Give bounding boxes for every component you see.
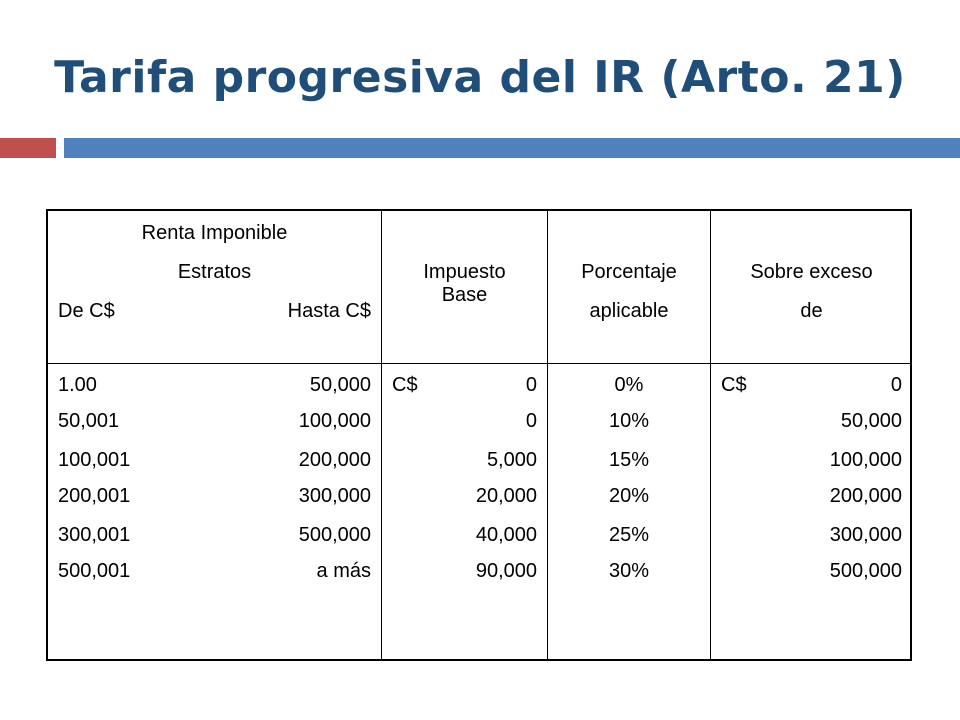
table-row: 200,001 300,000 [58, 485, 371, 508]
header-from-label: De C$ [58, 300, 115, 322]
base-value: 0 [525, 410, 537, 432]
title-accent-bar-red [0, 138, 56, 158]
table-row: 50,001 100,000 [58, 410, 371, 433]
header-label: Sobre exceso [750, 261, 873, 283]
to-value: 50,000 [309, 374, 371, 396]
header-impuesto-base: Impuesto Base [382, 211, 548, 364]
excess-value: 200,000 [829, 485, 902, 507]
table-row: 300,001 500,000 [58, 524, 371, 547]
to-value: 100,000 [298, 410, 371, 432]
excess-value: 50,000 [840, 410, 902, 432]
column-estratos: 1.00 50,000 50,001 100,000 100,001 200,000 … [48, 364, 382, 659]
excess-value: 300,000 [829, 524, 902, 546]
header-sobre-exceso: Sobre exceso de [711, 211, 912, 364]
base-value: 40,000 [475, 524, 537, 546]
header-label: aplicable [589, 300, 669, 322]
header-label: Renta Imponible [141, 222, 288, 244]
to-value: 200,000 [298, 449, 371, 471]
base-value: 90,000 [475, 560, 537, 582]
base-value: 20,000 [475, 485, 537, 507]
rate-value: 15% [608, 449, 650, 471]
from-value: 100,001 [58, 449, 131, 471]
to-value: 300,000 [298, 485, 371, 507]
column-sobre-exceso: C$ 0 50,000 100,000 200,000 300,000 500,0… [711, 364, 912, 659]
table-row: 1.00 50,000 [58, 374, 371, 397]
excess-value: 0 [890, 374, 902, 396]
excess-value: 100,000 [829, 449, 902, 471]
from-value: 50,001 [58, 410, 120, 432]
excess-value: 500,000 [829, 560, 902, 582]
from-value: 300,001 [58, 524, 131, 546]
tax-rate-table: Renta Imponible Estratos De C$ Hasta C$ … [46, 209, 912, 661]
from-value: 200,001 [58, 485, 131, 507]
header-porcentaje: Porcentaje aplicable [548, 211, 711, 364]
header-to-label: Hasta C$ [287, 300, 371, 322]
header-label: Impuesto [423, 261, 506, 283]
rate-value: 0% [614, 374, 644, 396]
header-label: Porcentaje [581, 261, 677, 283]
base-value: 5,000 [486, 449, 537, 471]
header-label: de [800, 300, 823, 322]
table-row: 100,001 200,000 [58, 449, 371, 472]
rate-value: 10% [608, 410, 650, 432]
currency-prefix: C$ [721, 374, 747, 396]
slide-title: Tarifa progresiva del IR (Arto. 21) [54, 52, 906, 103]
header-renta-imponible: Renta Imponible Estratos De C$ Hasta C$ [48, 211, 382, 364]
from-value: 1.00 [58, 374, 97, 396]
from-value: 500,001 [58, 560, 131, 582]
title-accent-bar-blue [64, 138, 960, 158]
to-value: 500,000 [298, 524, 371, 546]
rate-value: 20% [608, 485, 650, 507]
header-label: Base [441, 284, 488, 306]
to-value: a más [316, 560, 371, 582]
column-impuesto-base: C$ 0 0 5,000 20,000 40,000 90,000 [382, 364, 548, 659]
column-porcentaje: 0% 10% 15% 20% 25% 30% [548, 364, 711, 659]
header-label: Estratos [177, 261, 252, 283]
table-row: 500,001 a más [58, 560, 371, 583]
rate-value: 25% [608, 524, 650, 546]
rate-value: 30% [608, 560, 650, 582]
currency-prefix: C$ [392, 374, 418, 396]
base-value: 0 [525, 374, 537, 396]
